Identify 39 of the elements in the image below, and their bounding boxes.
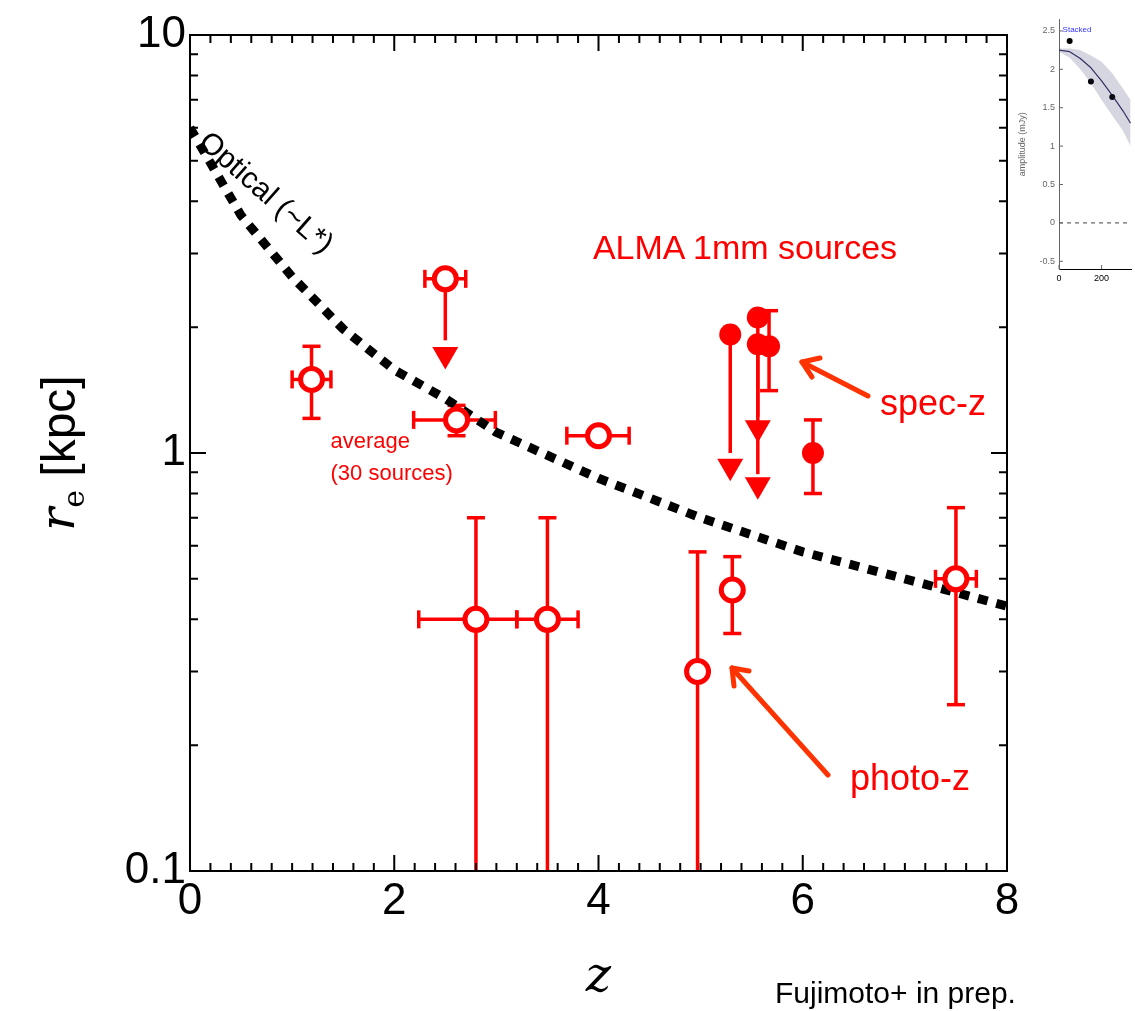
- y-tick-label: 0: [1049, 217, 1055, 228]
- x-tick-label: 8: [994, 873, 1020, 923]
- point: [533, 605, 561, 633]
- y-tick-label: 0.5: [1042, 179, 1055, 189]
- annotation: Stacked: [1062, 24, 1092, 34]
- point: [1066, 37, 1073, 44]
- annotation: ALMA 1mm sources: [592, 228, 898, 267]
- y-tick-label: 2.5: [1042, 25, 1055, 36]
- y-tick-label: 2: [1049, 63, 1055, 74]
- point: [746, 306, 769, 329]
- y-tick-label: -0.5: [1039, 255, 1055, 266]
- point: [801, 442, 824, 464]
- annotation: average (30 sources): [330, 427, 453, 485]
- y-tick-label: 1.5: [1042, 102, 1055, 113]
- point: [684, 658, 712, 686]
- x-axis-title: z: [584, 945, 612, 1002]
- y-axis-title: amplitude (mJy): [1017, 112, 1028, 177]
- y-tick-label: 10: [137, 7, 186, 57]
- point: [585, 422, 612, 450]
- x-tick-label: 2: [382, 873, 407, 923]
- annotation: photo-z: [850, 756, 971, 798]
- point: [462, 605, 490, 633]
- point: [942, 565, 970, 593]
- text: Fujimoto+ in prep.: [775, 976, 1016, 1010]
- point: [431, 265, 459, 293]
- y-axis-title: re [kpc]: [29, 375, 92, 531]
- x-tick-label: 6: [790, 873, 815, 923]
- x-tick-label: 4: [586, 873, 611, 923]
- y-tick-label: 1: [1049, 140, 1055, 151]
- annotation: spec-z: [880, 381, 987, 423]
- point: [1109, 93, 1116, 100]
- point: [718, 576, 746, 604]
- point: [298, 365, 326, 393]
- point: [719, 323, 742, 346]
- y-tick-label: 1: [161, 425, 186, 475]
- x-tick-label: 200: [1094, 272, 1110, 283]
- point: [443, 406, 471, 434]
- point: [1087, 78, 1094, 85]
- point: [758, 335, 781, 358]
